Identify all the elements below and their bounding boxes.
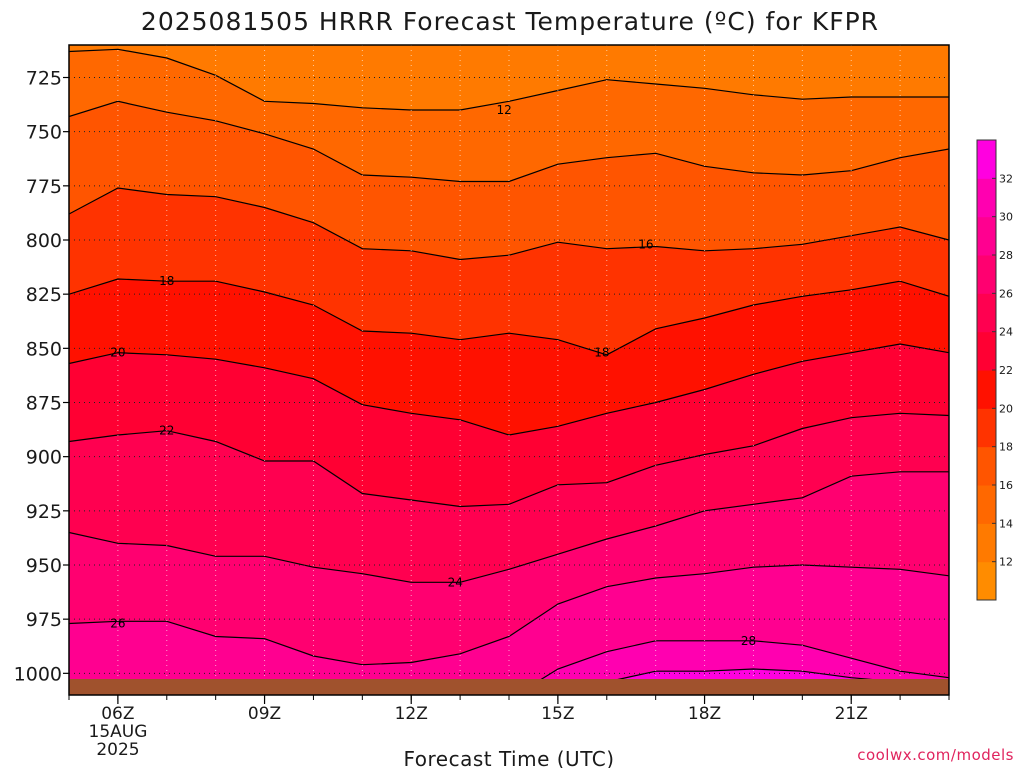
x-tick-label: 09Z	[248, 704, 281, 724]
y-tick-label: 775	[26, 176, 62, 198]
y-tick-label: 875	[26, 393, 62, 415]
x-tick-label: 18Z	[688, 704, 721, 724]
chart-title: 2025081505 HRRR Forecast Temperature (ºC…	[141, 7, 879, 36]
y-tick-label: 950	[26, 555, 62, 577]
colorbar-tick-label: 30	[999, 211, 1013, 224]
temperature-band	[69, 471, 949, 665]
y-tick-label: 850	[26, 338, 62, 360]
colorbar-swatch	[977, 561, 996, 601]
colorbar-tick-label: 16	[999, 479, 1013, 492]
y-tick-label: 900	[26, 447, 62, 469]
colorbar-swatch	[977, 370, 996, 409]
colorbar-tick-label: 12	[999, 556, 1013, 569]
colorbar-swatch	[977, 408, 996, 448]
colorbar-swatch	[977, 178, 996, 218]
contour-label: 28	[741, 634, 756, 648]
y-tick-label: 800	[26, 230, 62, 252]
colorbar-tick-label: 22	[999, 364, 1013, 377]
contour-label: 12	[496, 103, 511, 117]
y-tick-label: 825	[26, 284, 62, 306]
contour-label: 16	[638, 237, 653, 251]
colorbar-swatch	[977, 140, 996, 179]
contour-label: 18	[159, 274, 174, 288]
x-date-line1: 15AUG	[89, 722, 148, 742]
temperature-band	[69, 344, 949, 507]
x-tick-label: 12Z	[395, 704, 428, 724]
y-tick-label: 975	[26, 609, 62, 631]
contour-line-24	[69, 471, 949, 583]
colorbar-tick-label: 18	[999, 441, 1013, 454]
temperature-band	[69, 101, 949, 260]
contour-line-22	[69, 412, 949, 508]
y-tick-label: 925	[26, 501, 62, 523]
temperature-band	[69, 565, 949, 695]
contour-label: 18	[594, 346, 609, 360]
colorbar-tick-label: 26	[999, 287, 1013, 300]
colorbar-swatch	[977, 485, 996, 524]
x-tick-label: 06Z	[101, 704, 134, 724]
x-tick-label: 15Z	[541, 704, 574, 724]
colorbar-swatch	[977, 446, 996, 486]
contour-label-layer: 12 16 18 18 20 22 24 26 28	[110, 103, 756, 648]
temperature-band	[69, 413, 949, 583]
colorbar-swatch	[977, 255, 996, 294]
colorbar-tick-label: 14	[999, 517, 1013, 530]
y-tick-label: 1000	[14, 663, 62, 685]
colorbar-tick-label: 32	[999, 172, 1013, 185]
temperature-fill-layer	[69, 45, 949, 695]
contour-label: 24	[448, 575, 463, 589]
y-axis: 725 750 775 800 825 850 875 900 925 950 975 1000	[14, 68, 69, 685]
x-date-line2: 2025	[96, 740, 139, 760]
temperature-band	[69, 279, 949, 435]
contour-label: 22	[159, 424, 174, 438]
colorbar: 12 14 16 18 20 22 24 26 28 30 32	[976, 139, 1013, 601]
x-axis-label: Forecast Time (UTC)	[403, 747, 614, 768]
colorbar-swatch	[977, 216, 996, 256]
grid-layer	[69, 45, 949, 695]
colorbar-tick-label: 28	[999, 249, 1013, 262]
y-tick-label: 725	[26, 68, 62, 90]
credit-link[interactable]: coolwx.com/models	[857, 746, 1014, 764]
colorbar-tick-label: 24	[999, 326, 1013, 339]
contour-line-30	[578, 668, 949, 695]
colorbar-swatch	[977, 523, 996, 563]
contour-label: 20	[110, 346, 125, 360]
colorbar-tick-label: 20	[999, 402, 1013, 415]
colorbar-swatch	[977, 293, 996, 333]
contour-label: 26	[110, 617, 125, 631]
x-axis: 06Z 09Z 12Z 15Z 18Z 21Z	[68, 695, 950, 724]
ground-surface	[69, 679, 949, 695]
surface-ground-layer	[69, 679, 949, 695]
contour-line-18	[69, 278, 949, 356]
temperature-band	[515, 640, 949, 695]
x-tick-label: 21Z	[835, 704, 868, 724]
temperature-band	[69, 188, 949, 355]
y-tick-label: 750	[26, 122, 62, 144]
colorbar-swatch	[977, 331, 996, 371]
